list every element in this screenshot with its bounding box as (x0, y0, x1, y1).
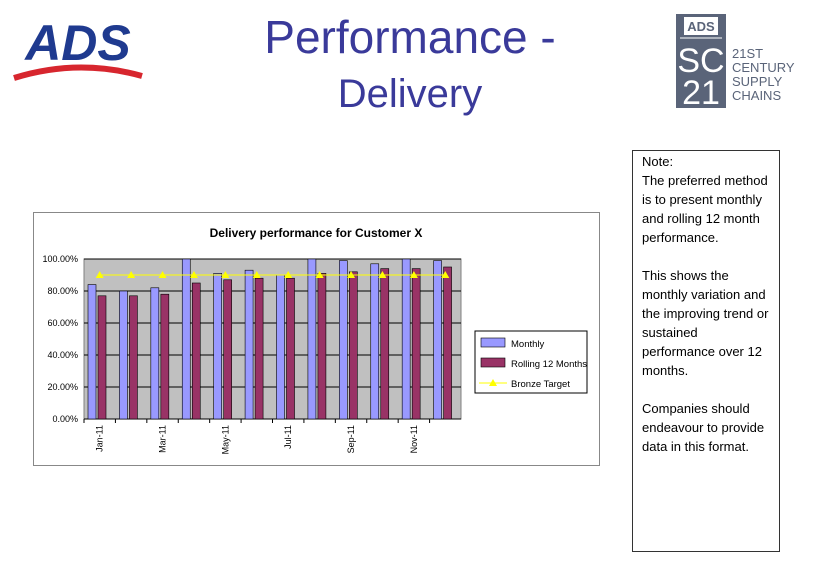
bar-rolling-12-months (161, 294, 169, 419)
bar-monthly (245, 270, 253, 419)
chart-svg: Delivery performance for Customer X 0.00… (34, 213, 599, 465)
x-tick-label: Jan-11 (95, 425, 105, 452)
bar-monthly (88, 285, 96, 419)
y-tick-label: 20.00% (47, 382, 78, 392)
bar-rolling-12-months (224, 280, 232, 419)
legend-label: Monthly (511, 339, 545, 350)
bar-monthly (182, 259, 190, 419)
delivery-chart: Delivery performance for Customer X 0.00… (33, 212, 600, 466)
y-tick-label: 40.00% (47, 350, 78, 360)
ads-logo-text: ADS (23, 15, 131, 71)
bar-rolling-12-months (192, 283, 200, 419)
bar-rolling-12-months (381, 269, 389, 419)
sc21-tag-1: 21ST (732, 46, 763, 61)
bar-rolling-12-months (287, 278, 295, 419)
bar-monthly (339, 261, 347, 419)
x-tick-label: Nov-11 (409, 425, 419, 453)
y-tick-label: 80.00% (47, 286, 78, 296)
legend-swatch (481, 358, 505, 367)
x-tick-label: Mar-11 (158, 425, 168, 453)
bar-monthly (119, 291, 127, 419)
sc21-tag-2: CENTURY (732, 60, 795, 75)
x-tick-label: Jul-11 (283, 425, 293, 449)
sc21-mark-bottom: 21 (682, 74, 720, 108)
bar-rolling-12-months (349, 272, 357, 419)
legend-label: Bronze Target (511, 379, 570, 390)
note-box: Note: The preferred method is to present… (632, 150, 780, 552)
bar-rolling-12-months (412, 269, 420, 419)
sc21-tag-4: CHAINS (732, 88, 781, 103)
x-tick-label: May-11 (220, 425, 230, 454)
y-tick-label: 0.00% (52, 414, 78, 424)
bar-monthly (402, 259, 410, 419)
bar-rolling-12-months (318, 273, 326, 419)
y-tick-label: 100.00% (42, 254, 78, 264)
bar-rolling-12-months (255, 278, 263, 419)
bar-monthly (277, 275, 285, 419)
slide-subtitle: Delivery (200, 72, 620, 117)
legend-swatch (481, 338, 505, 347)
sc21-tag-3: SUPPLY (732, 74, 783, 89)
bar-monthly (151, 288, 159, 419)
legend-label: Rolling 12 Months (511, 359, 587, 370)
sc21-badge: ADS (687, 19, 715, 34)
y-tick-label: 60.00% (47, 318, 78, 328)
ads-logo: ADS (8, 14, 148, 86)
slide-title: Performance - (200, 10, 620, 64)
sc21-logo: ADS SC 21 21ST CENTURY SUPPLY CHAINS (676, 14, 806, 108)
bar-monthly (371, 264, 379, 419)
bar-rolling-12-months (98, 296, 106, 419)
bar-rolling-12-months (444, 267, 452, 419)
bar-rolling-12-months (129, 296, 137, 419)
bar-monthly (434, 261, 442, 419)
bar-monthly (214, 273, 222, 419)
bar-monthly (308, 259, 316, 419)
x-tick-label: Sep-11 (346, 425, 356, 453)
chart-title: Delivery performance for Customer X (210, 226, 423, 240)
